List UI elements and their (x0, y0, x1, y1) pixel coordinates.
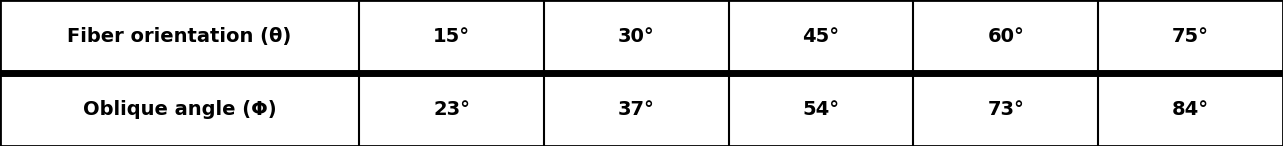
Text: 23°: 23° (434, 100, 470, 119)
Text: 73°: 73° (988, 100, 1024, 119)
Text: 60°: 60° (988, 27, 1024, 46)
Text: Oblique angle (Φ): Oblique angle (Φ) (83, 100, 276, 119)
Text: 30°: 30° (618, 27, 654, 46)
Text: 75°: 75° (1173, 27, 1209, 46)
Text: 54°: 54° (803, 100, 839, 119)
Text: Fiber orientation (θ): Fiber orientation (θ) (68, 27, 291, 46)
Text: 15°: 15° (434, 27, 470, 46)
Text: 84°: 84° (1173, 100, 1209, 119)
Text: 37°: 37° (618, 100, 654, 119)
Text: 45°: 45° (803, 27, 839, 46)
